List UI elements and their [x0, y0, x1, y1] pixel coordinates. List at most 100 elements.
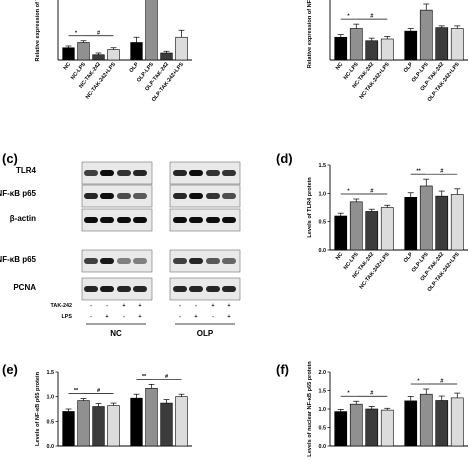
blot-strip: [169, 208, 241, 232]
y-axis-label: Levels of NF-κB p65 protein: [35, 371, 41, 446]
blot-strip: [169, 184, 241, 208]
bar: [145, 387, 158, 447]
blot-band: [206, 286, 220, 292]
bar: [365, 408, 379, 447]
blot-band: [117, 258, 131, 264]
bar: [380, 409, 394, 447]
blot-band: [222, 217, 236, 223]
bar: [349, 403, 363, 447]
blot-strip: [169, 249, 241, 273]
blot-band: [222, 286, 236, 292]
blot-band: [84, 193, 98, 199]
y-tick-label: 1.5: [319, 389, 327, 395]
blot-band: [133, 286, 147, 292]
chart-a: Relative expression of TLR4NCNC-LPSNC-TA…: [35, 0, 192, 103]
band-label-beta-actin: β-actin: [10, 214, 36, 223]
tak242-sign: -: [179, 303, 181, 309]
blot-band: [206, 217, 220, 223]
bar: [419, 185, 433, 251]
y-axis-label: Levels of TLR4 protein: [307, 177, 313, 238]
bar: [160, 52, 173, 61]
bar: [62, 47, 75, 61]
y-tick-label: 0.5: [319, 426, 327, 432]
y-axis-label: Levels of nuclear NF-κB p65 protein: [307, 361, 313, 457]
bar: [77, 400, 90, 447]
bar: [435, 400, 449, 447]
bar: [450, 397, 464, 447]
blot-band: [222, 170, 236, 176]
significance-label: *: [417, 379, 420, 385]
blot-band: [100, 193, 114, 199]
chart-b: Relative expression of NF-κB p65 NCNC-LPS…: [307, 0, 468, 103]
lps-sign: +: [138, 314, 141, 320]
y-tick-label: 0.5: [47, 419, 55, 425]
blot-band: [117, 170, 131, 176]
x-tick-label: NC-TAK-242+LPS: [359, 251, 391, 290]
blot-band: [173, 286, 187, 292]
tak242-sign: -: [195, 303, 197, 309]
blot-band: [100, 258, 114, 264]
bar: [334, 36, 348, 61]
blot-band: [206, 258, 220, 264]
blot-band: [100, 217, 114, 223]
bar: [334, 411, 348, 447]
significance-label: #: [370, 391, 374, 397]
bar: [365, 211, 379, 251]
bar: [419, 9, 433, 61]
significance-label: *: [347, 391, 350, 397]
chart-e: 0.0 0.5 1.0 1.5 Levels of NF-κB p65 protein *…: [35, 370, 192, 450]
bar: [419, 393, 433, 447]
bar: [349, 28, 363, 61]
significance-label: #: [440, 379, 444, 385]
blot-band: [84, 258, 98, 264]
tak242-sign: -: [106, 303, 108, 309]
bar: [175, 36, 188, 61]
blot-band: [206, 193, 220, 199]
group-label-olp: OLP: [197, 329, 214, 338]
bar: [349, 201, 363, 251]
blot-band: [84, 286, 98, 292]
y-tick-label: 0.5: [319, 220, 327, 226]
western-blot-panel: TLR4 NF-κB p65 β-actin NF-κB p65 PCNA TA…: [0, 161, 241, 338]
band-label-nfkb-p65: NF-κB p65: [0, 189, 37, 198]
panel-label-e: (e): [2, 362, 18, 377]
tak242-sign: +: [122, 303, 125, 309]
lps-sign: -: [212, 314, 214, 320]
bar: [404, 30, 418, 61]
bar: [380, 38, 394, 61]
bar: [160, 402, 173, 447]
significance-label: #: [370, 14, 374, 20]
x-tick-label: NC: [335, 61, 345, 71]
x-tick-label: NC: [63, 61, 73, 71]
lps-sign: -: [123, 314, 125, 320]
blot-band: [117, 193, 131, 199]
panel-label-d: (d): [276, 151, 293, 166]
blot-strip: [169, 277, 241, 301]
y-tick-label: 0.0: [319, 248, 327, 254]
blot-band: [117, 286, 131, 292]
tak242-sign: -: [90, 303, 92, 309]
bar: [77, 42, 90, 61]
blot-band: [133, 193, 147, 199]
panel-label-c: (c): [2, 151, 18, 166]
significance-label: *: [347, 14, 350, 20]
y-tick-label: 2.0: [319, 370, 327, 376]
y-tick-label: 1.0: [319, 407, 327, 413]
blot-band: [189, 217, 203, 223]
x-tick-label: NC-TAK-242+LPS: [359, 61, 391, 100]
lps-sign: +: [227, 314, 230, 320]
treatment-label-tak242: TAK-242: [51, 303, 72, 309]
y-tick-label: 1.0: [319, 191, 327, 197]
significance-label: #: [370, 189, 374, 195]
blot-band: [173, 217, 187, 223]
x-tick-label: OLP: [403, 61, 415, 74]
significance-label: *: [75, 30, 78, 36]
bar: [130, 397, 143, 447]
panel-label-f: (f): [276, 362, 289, 377]
bar: [380, 207, 394, 251]
blot-band: [84, 170, 98, 176]
blot-band: [173, 258, 187, 264]
chart-f: 0.0 0.5 1.0 1.5 2.0 Levels of nuclear NF-κB p…: [307, 361, 468, 457]
